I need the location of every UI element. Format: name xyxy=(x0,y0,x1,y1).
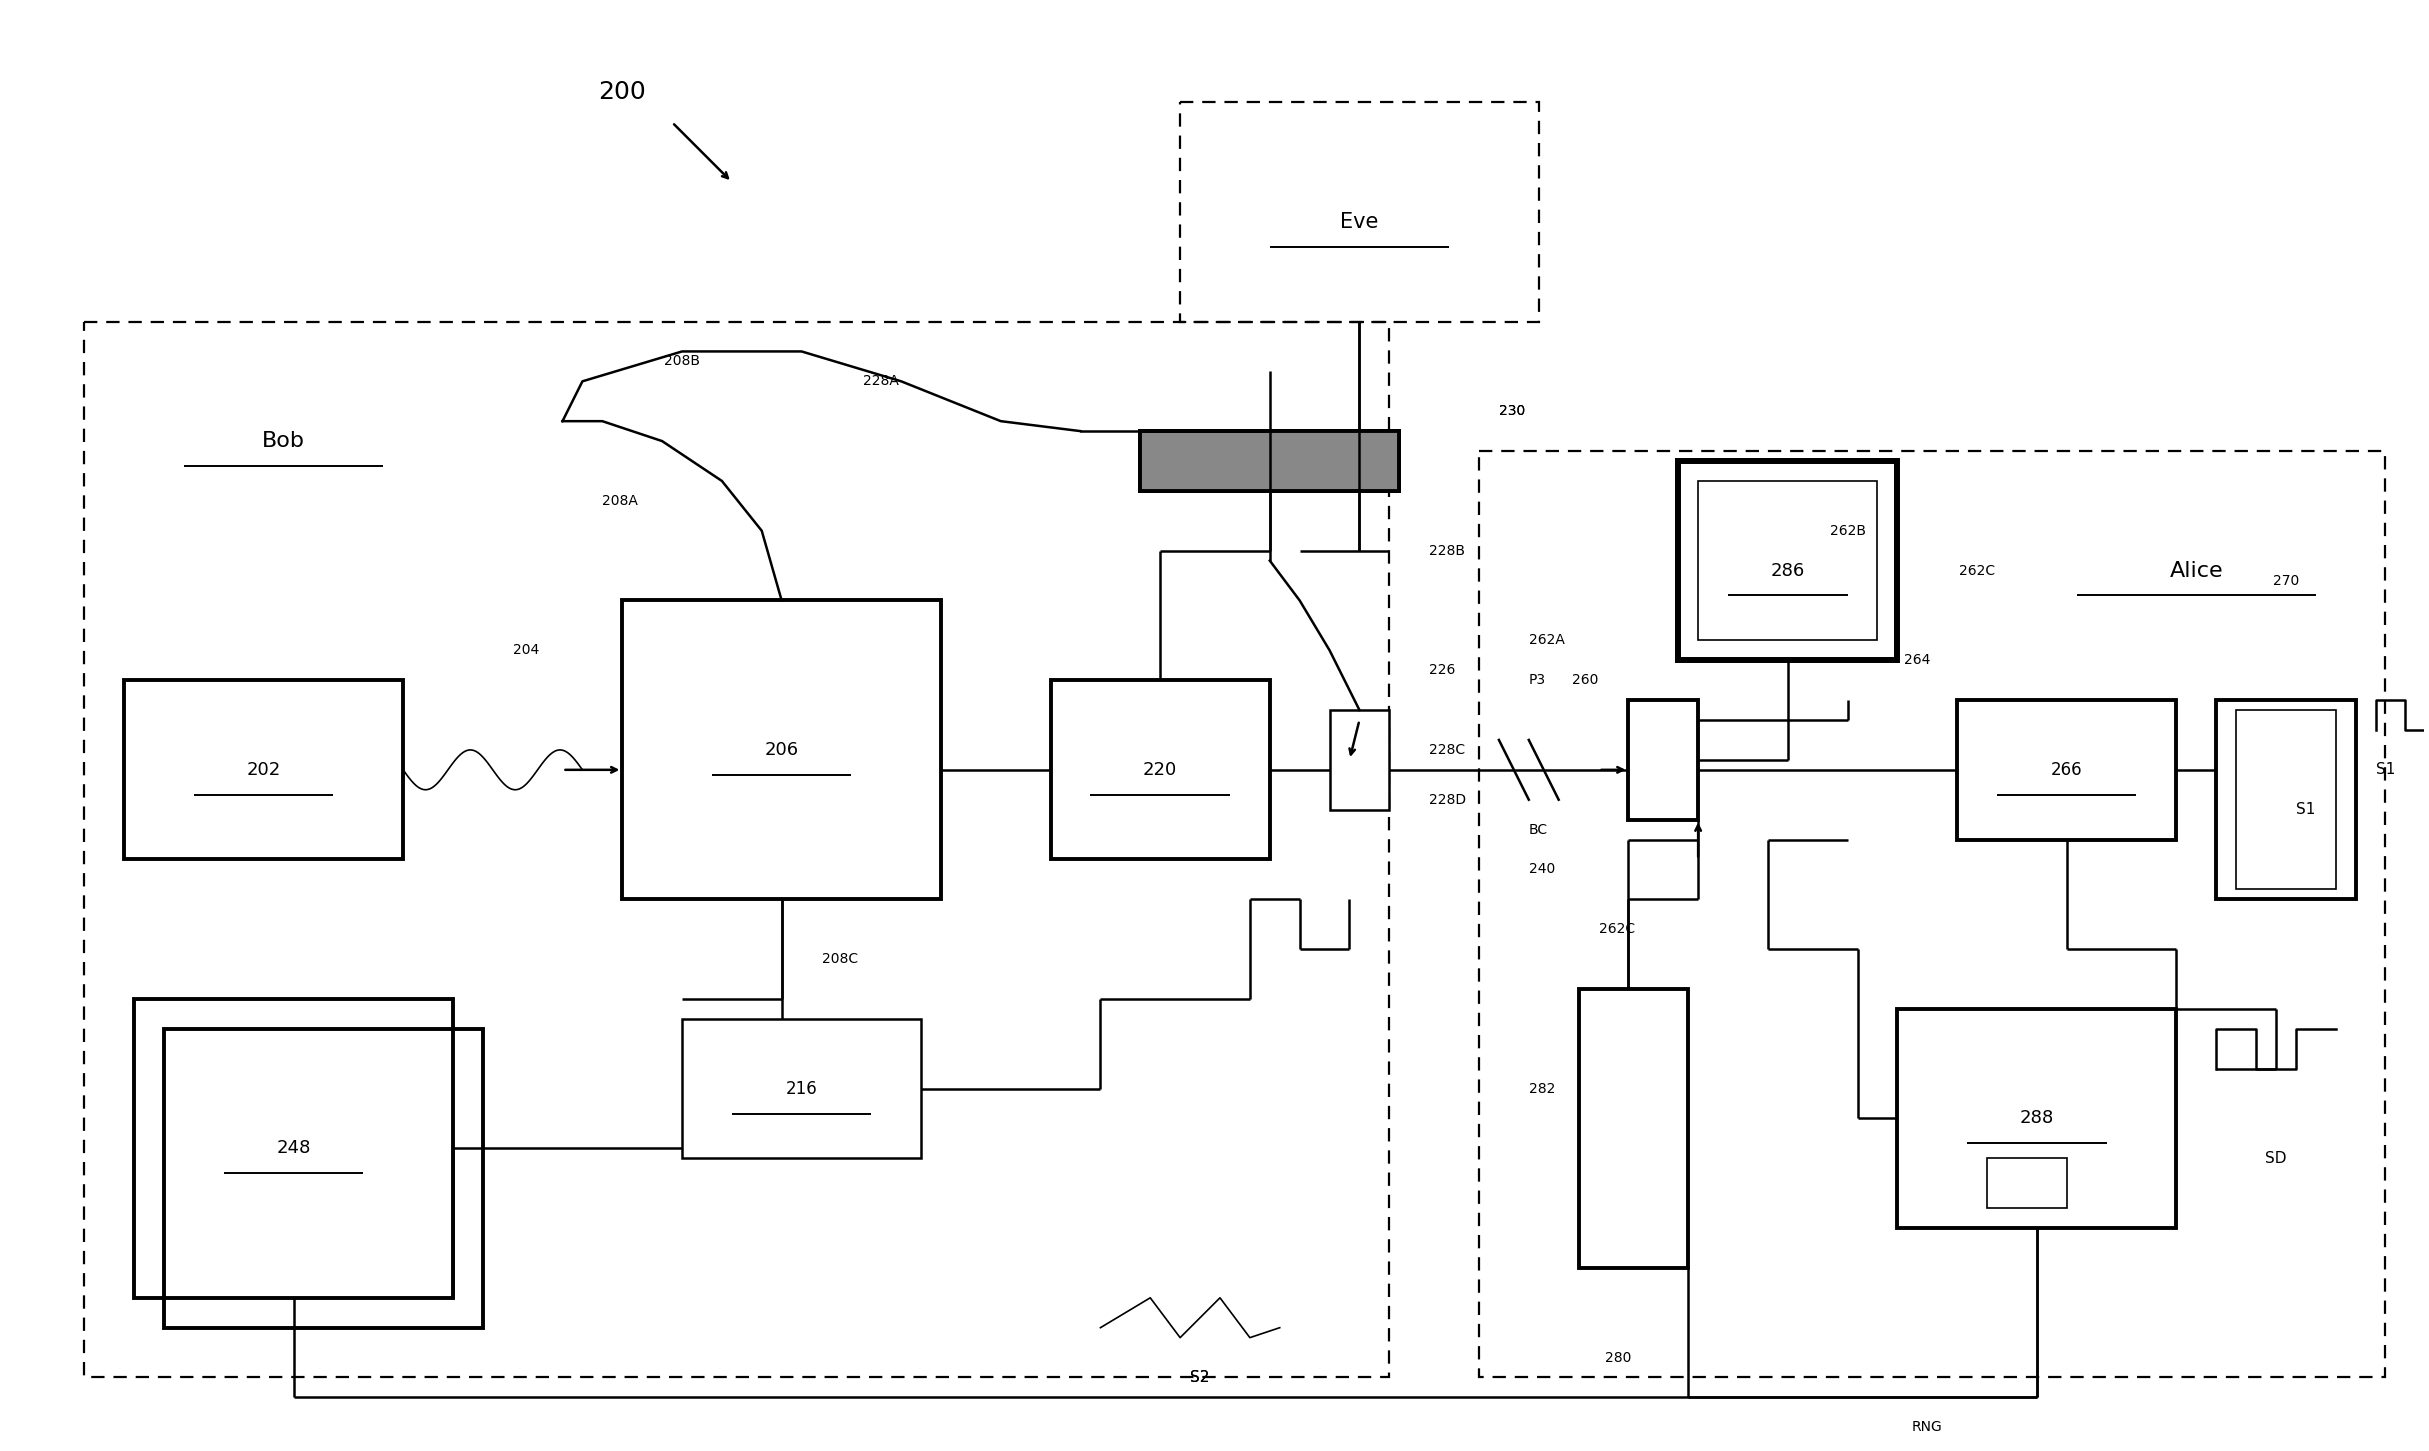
Bar xyxy=(1479,451,2385,1377)
Text: 226: 226 xyxy=(1428,663,1455,678)
Text: S1: S1 xyxy=(2376,762,2395,778)
Bar xyxy=(134,998,452,1297)
Text: 282: 282 xyxy=(1528,1081,1555,1096)
Bar xyxy=(2237,710,2337,889)
Bar xyxy=(1958,699,2176,840)
Bar xyxy=(1678,461,1897,660)
Bar xyxy=(1139,431,1399,490)
Text: 202: 202 xyxy=(245,760,282,779)
Bar xyxy=(1987,1158,2067,1209)
Bar xyxy=(1329,710,1389,810)
Text: 270: 270 xyxy=(2274,573,2298,588)
Bar xyxy=(1052,681,1270,859)
Text: 228B: 228B xyxy=(1428,544,1465,557)
Text: 262B: 262B xyxy=(1829,524,1865,538)
Text: S2: S2 xyxy=(1190,1370,1210,1386)
Text: 262C: 262C xyxy=(1960,563,1994,577)
Text: P3: P3 xyxy=(1528,673,1545,688)
Text: 240: 240 xyxy=(1528,862,1555,876)
Bar xyxy=(1627,699,1698,820)
Text: BC: BC xyxy=(1528,823,1547,837)
Bar xyxy=(85,322,1389,1377)
Text: 208C: 208C xyxy=(821,952,857,966)
Text: 266: 266 xyxy=(2050,760,2082,779)
Text: Alice: Alice xyxy=(2169,560,2223,580)
Bar xyxy=(1698,480,1878,640)
Text: Eve: Eve xyxy=(1341,212,1380,232)
Text: 228C: 228C xyxy=(1428,743,1465,757)
Text: Bob: Bob xyxy=(262,431,306,451)
Text: 216: 216 xyxy=(785,1080,819,1097)
Text: 206: 206 xyxy=(765,741,799,759)
Text: RNG: RNG xyxy=(1912,1421,1943,1434)
Bar xyxy=(1897,1008,2176,1228)
Bar xyxy=(622,601,940,900)
Text: 220: 220 xyxy=(1144,760,1178,779)
Bar xyxy=(124,681,403,859)
Text: 280: 280 xyxy=(1606,1351,1632,1364)
Text: 204: 204 xyxy=(513,643,539,657)
Text: S1: S1 xyxy=(2295,802,2315,817)
Text: 262A: 262A xyxy=(1528,633,1564,647)
Text: S2: S2 xyxy=(1190,1370,1210,1386)
Text: SD: SD xyxy=(2266,1151,2286,1165)
Bar xyxy=(165,1029,483,1328)
Text: 200: 200 xyxy=(598,80,646,104)
Text: 230: 230 xyxy=(1499,405,1525,418)
Text: 286: 286 xyxy=(1771,562,1805,579)
Bar xyxy=(1180,103,1538,322)
Text: 208A: 208A xyxy=(602,493,639,508)
Text: 230: 230 xyxy=(1499,405,1525,418)
Text: 228A: 228A xyxy=(862,374,899,389)
Bar xyxy=(1139,431,1399,490)
Text: 228D: 228D xyxy=(1428,792,1467,807)
Text: 262C: 262C xyxy=(1598,923,1635,936)
Text: 260: 260 xyxy=(1572,673,1598,688)
Bar xyxy=(2215,699,2356,900)
Text: 248: 248 xyxy=(277,1139,311,1158)
Bar xyxy=(683,1019,921,1158)
Bar xyxy=(1579,990,1688,1268)
Text: 208B: 208B xyxy=(663,354,700,369)
Text: 288: 288 xyxy=(2021,1110,2055,1127)
Text: 264: 264 xyxy=(1904,653,1931,667)
